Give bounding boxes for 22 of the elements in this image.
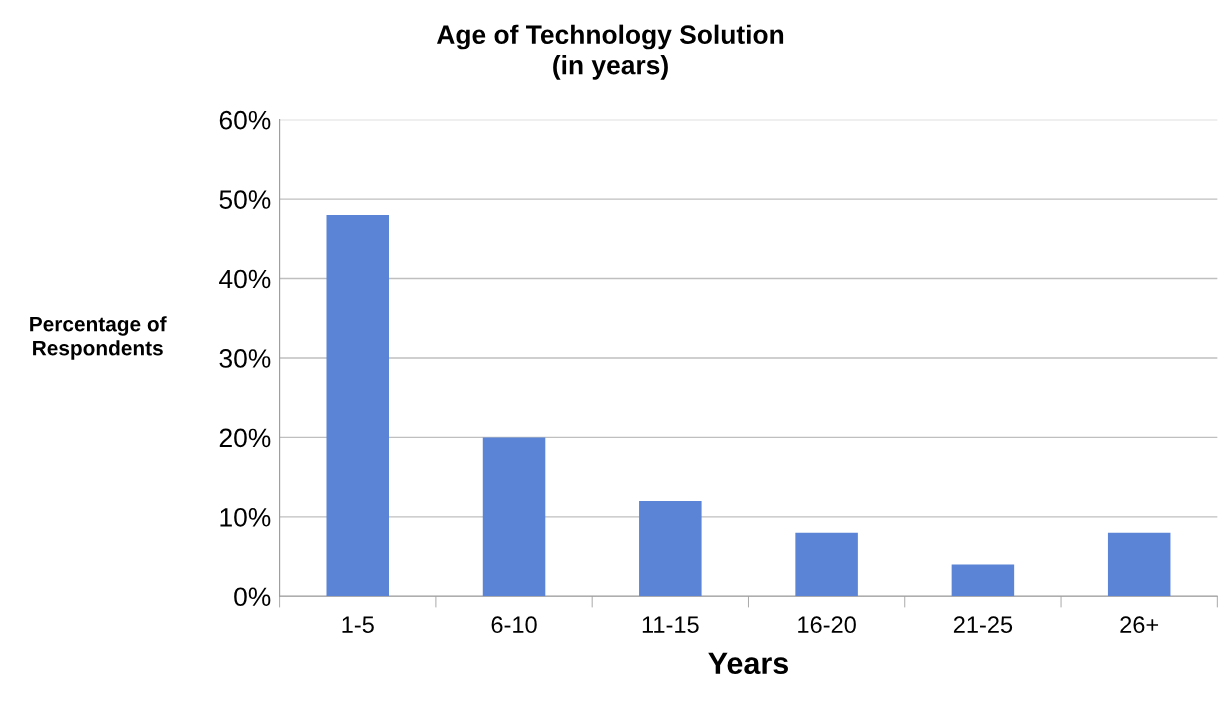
x-tick-label: 1-5	[342, 616, 374, 634]
y-tick-label: 60%	[219, 110, 271, 130]
y-tick-label: 20%	[219, 428, 271, 448]
y-tick-label: 50%	[219, 190, 271, 209]
bar	[326, 215, 390, 597]
x-axis-title: Years	[708, 652, 789, 675]
x-tick-label: 11-15	[642, 616, 699, 634]
y-axis-title: Percentage of Respondents	[30, 316, 167, 360]
bar	[482, 437, 546, 597]
x-tick-label: 16-20	[798, 616, 856, 634]
y-tick-label: 30%	[219, 349, 271, 368]
x-tick-label: 6-10	[491, 616, 537, 634]
x-tick-label: 26+	[1120, 616, 1159, 634]
y-tick-label: 10%	[220, 507, 271, 527]
bar	[795, 532, 858, 597]
x-tick-label: 21-25	[953, 616, 1013, 634]
bar	[1107, 532, 1171, 597]
y-tick-label: 0%	[234, 587, 271, 607]
bar	[639, 500, 702, 597]
bar	[951, 564, 1015, 597]
chart-title: Age of Technology Solution (in years)	[436, 24, 784, 80]
y-tick-label: 40%	[219, 269, 271, 289]
